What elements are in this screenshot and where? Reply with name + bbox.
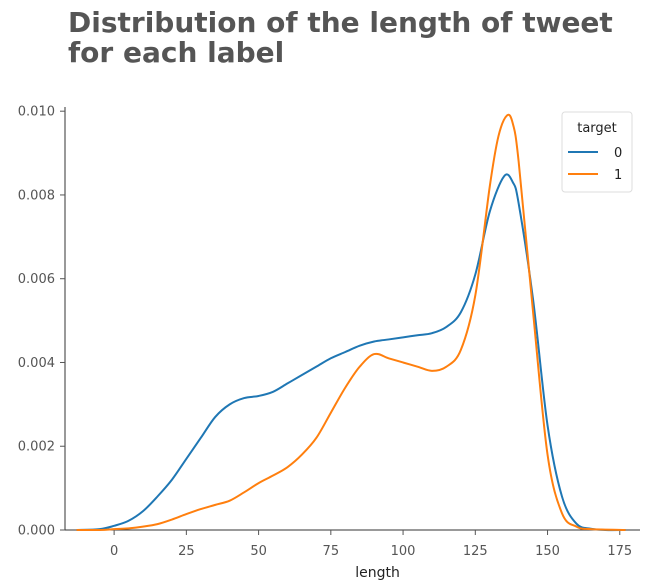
series-line-0 — [76, 173, 626, 532]
x-tick-label: 100 — [391, 544, 416, 559]
y-tick-label: 0.006 — [18, 272, 55, 287]
legend-title: target — [577, 121, 617, 136]
x-tick-label: 50 — [250, 544, 267, 559]
chart-title: Distribution of the length of tweet for … — [68, 6, 613, 69]
legend-label-0: 0 — [614, 146, 622, 161]
series-line-1 — [76, 113, 626, 532]
y-tick-label: 0.010 — [18, 105, 55, 120]
x-tick-label: 0 — [110, 544, 118, 559]
x-tick-label: 25 — [178, 544, 195, 559]
x-tick-label: 75 — [323, 544, 340, 559]
x-tick-label: 125 — [463, 544, 488, 559]
x-tick-label: 175 — [607, 544, 632, 559]
y-tick-label: 0.000 — [18, 524, 55, 539]
legend: target 0 1 — [561, 111, 633, 193]
x-axis-label: length — [355, 565, 400, 581]
y-tick-label: 0.002 — [18, 440, 55, 455]
y-tick-label: 0.004 — [18, 356, 55, 371]
legend-label-1: 1 — [614, 168, 622, 183]
x-tick-label: 150 — [535, 544, 560, 559]
y-tick-label: 0.008 — [18, 188, 55, 203]
